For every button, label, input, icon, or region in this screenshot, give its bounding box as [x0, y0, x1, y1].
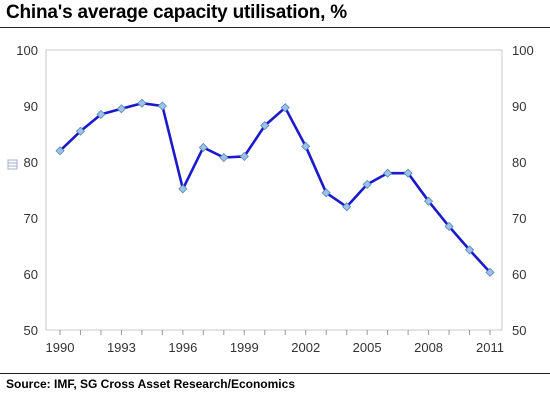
data-point: [321, 188, 331, 198]
data-point: [301, 141, 311, 151]
y-tick-label-right: 70: [512, 211, 526, 226]
bottom-rule: [0, 373, 550, 374]
y-tick-label-left: 70: [24, 211, 38, 226]
x-tick-label: 2002: [291, 340, 320, 355]
data-point: [157, 101, 167, 111]
data-point: [444, 221, 454, 231]
data-point: [260, 121, 270, 131]
line-chart: 50 60 70 80 90 100 50 60 70 80 90 100 1990 1993 1996…: [7, 43, 534, 355]
data-point: [116, 104, 126, 114]
series-markers: [55, 98, 495, 277]
data-point: [75, 126, 86, 136]
y-tick-label-left: 60: [24, 267, 38, 282]
y-tick-label-left: 50: [24, 323, 38, 338]
data-point: [178, 184, 188, 194]
data-point: [137, 98, 147, 108]
series-lines: [59, 101, 491, 274]
data-point: [219, 152, 229, 163]
data-point: [198, 142, 208, 153]
data-point: [362, 179, 372, 189]
top-rule: [0, 27, 550, 28]
y-tick-label-right: 50: [512, 323, 526, 338]
x-tick-label: 1990: [46, 340, 75, 355]
chart-title: China's average capacity utilisation, %: [6, 2, 347, 23]
y-tick-label-left: 90: [24, 99, 38, 114]
data-point: [342, 202, 352, 212]
data-point: [424, 196, 434, 206]
y-tick-label-right: 80: [512, 155, 526, 170]
y-axis-right: 50 60 70 80 90 100: [512, 43, 534, 338]
y-tick-label-left: 100: [16, 43, 38, 58]
table-icon: [7, 159, 18, 170]
data-point: [96, 109, 106, 119]
y-tick-label-right: 90: [512, 99, 526, 114]
x-axis: 1990 1993 1996 1999 2002 2005 2008 2011: [46, 330, 504, 355]
data-point: [239, 151, 249, 161]
data-point: [55, 146, 65, 156]
data-point: [280, 103, 290, 113]
data-point: [464, 245, 475, 255]
y-axis-left: 50 60 70 80 90 100: [16, 43, 38, 338]
plot-frame: [45, 49, 503, 331]
data-point: [485, 267, 495, 277]
y-tick-label-left: 80: [24, 155, 38, 170]
x-tick-label: 1993: [107, 340, 136, 355]
source-note: Source: IMF, SG Cross Asset Research/Eco…: [6, 377, 295, 391]
x-tick-label: 2011: [476, 340, 504, 355]
data-point: [383, 168, 393, 178]
x-tick-label: 2005: [353, 340, 382, 355]
x-tick-label: 2008: [414, 340, 443, 355]
y-tick-label-right: 100: [512, 43, 534, 58]
y-tick-label-right: 60: [512, 267, 526, 282]
series-line: [59, 101, 491, 274]
data-point: [403, 168, 413, 178]
x-tick-label: 1999: [230, 340, 259, 355]
x-tick-label: 1996: [168, 340, 197, 355]
